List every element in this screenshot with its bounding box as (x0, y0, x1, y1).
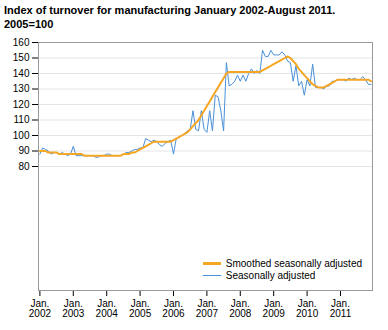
svg-text:Jan.2002: Jan.2002 (29, 298, 52, 319)
html-text:2005=100: 2005=100 (4, 18, 54, 30)
svg-text:80: 80 (18, 161, 30, 172)
svg-text:130: 130 (13, 83, 30, 94)
svg-text:Jan.2004: Jan.2004 (96, 298, 119, 319)
svg-text:100: 100 (13, 130, 30, 141)
svg-text:110: 110 (14, 114, 30, 125)
svg-text:120: 120 (13, 99, 30, 110)
svg-text:Jan.2008: Jan.2008 (229, 298, 252, 319)
svg-text:Jan.2011: Jan.2011 (330, 298, 352, 319)
svg-text:Jan.2009: Jan.2009 (263, 298, 286, 319)
svg-text:Jan.2007: Jan.2007 (196, 298, 219, 319)
svg-text:160: 160 (13, 37, 30, 48)
svg-text:140: 140 (13, 68, 30, 79)
svg-text:150: 150 (13, 52, 30, 63)
svg-text:Jan.2003: Jan.2003 (62, 298, 85, 319)
svg-text:90: 90 (18, 145, 30, 156)
svg-text:Jan.2010: Jan.2010 (296, 298, 319, 319)
svg-text:Jan.2005: Jan.2005 (129, 298, 152, 319)
svg-text:Jan.2006: Jan.2006 (162, 298, 185, 319)
html-text:Index of turnover for manufact: Index of turnover for manufacturing Janu… (4, 4, 336, 16)
html-text:Smoothed seasonally adjusted: Smoothed seasonally adjusted (225, 258, 362, 269)
html-text:Seasonally adjusted: Seasonally adjusted (225, 270, 316, 281)
